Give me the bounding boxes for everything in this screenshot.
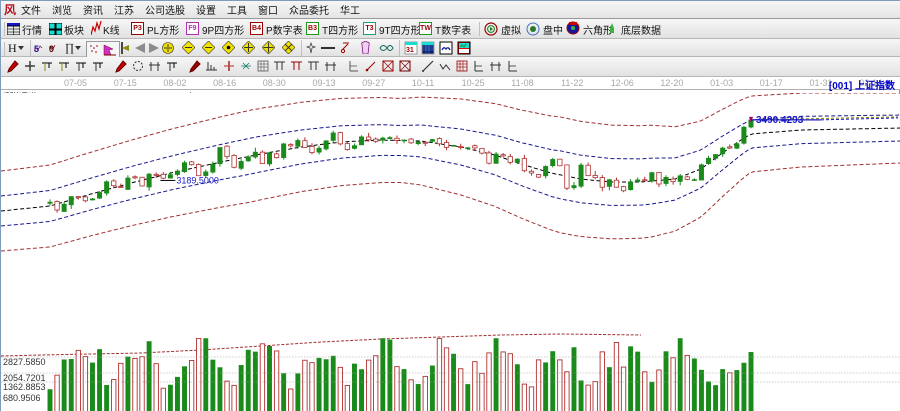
svg-text:3189.5000: 3189.5000 xyxy=(176,175,219,185)
svg-text:3490.4293: 3490.4293 xyxy=(756,115,804,126)
svg-text:31: 31 xyxy=(406,47,414,54)
